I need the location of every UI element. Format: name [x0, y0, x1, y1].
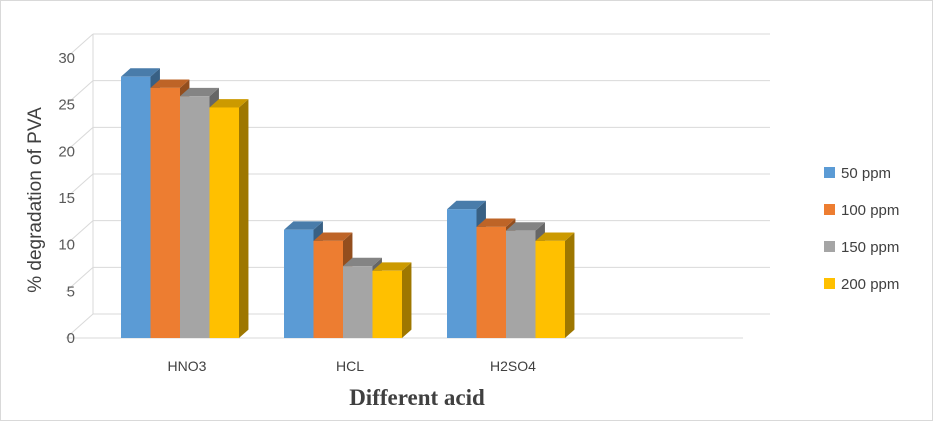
- bar-top-face: [447, 200, 486, 210]
- bar-front-face: [343, 266, 373, 338]
- legend-swatch: [824, 167, 835, 178]
- bar-front-face: [447, 209, 477, 338]
- y-axis-ticks: 0 5 10 15 20 25 30: [58, 50, 75, 347]
- y-tick-label: 15: [58, 190, 75, 207]
- bar-front-face: [180, 96, 210, 339]
- legend-label: 100 ppm: [841, 202, 899, 219]
- bar-front-face: [284, 229, 314, 338]
- bar-top-face: [121, 68, 160, 77]
- legend-swatch: [824, 204, 835, 215]
- side-wall-gridline: [65, 313, 94, 339]
- bar-top-face: [313, 232, 353, 241]
- side-wall-gridline: [65, 80, 94, 106]
- legend: 50 ppm 100 ppm 150 ppm 200 ppm: [824, 165, 899, 293]
- bar-front-face: [506, 230, 536, 338]
- bar-side-face: [239, 99, 249, 338]
- legend-item: 100 ppm: [824, 202, 899, 219]
- side-wall-gridline: [65, 126, 94, 152]
- bar-top-face: [150, 79, 190, 88]
- bar-front-face: [313, 240, 343, 338]
- bar-front-face: [121, 76, 151, 339]
- bar: [535, 232, 575, 338]
- y-axis-label: % degradation of PVA: [25, 107, 46, 293]
- y-tick-label: 20: [58, 143, 75, 160]
- legend-label: 50 ppm: [841, 165, 891, 182]
- legend-label: 150 ppm: [841, 239, 899, 256]
- bar-front-face: [150, 87, 180, 338]
- bar-top-face: [180, 87, 219, 97]
- x-category-label: H2SO4: [490, 358, 536, 374]
- bar-top-face: [284, 221, 323, 230]
- y-tick-label: 0: [67, 330, 75, 347]
- y-tick-label: 25: [58, 97, 75, 114]
- bar-side-face: [565, 232, 575, 338]
- legend-item: 50 ppm: [824, 165, 891, 182]
- bar-side-face: [402, 262, 412, 338]
- legend-label: 200 ppm: [841, 276, 899, 293]
- side-wall-gridline: [65, 173, 94, 199]
- bar-front-face: [372, 270, 402, 338]
- side-wall-gridline: [65, 220, 94, 246]
- bar-top-face: [535, 232, 575, 241]
- bar-top-face: [506, 222, 545, 231]
- bar-front-face: [476, 226, 506, 338]
- bar-top-face: [343, 257, 382, 267]
- side-wall-gridline: [65, 266, 94, 292]
- side-wall-gridline: [65, 33, 94, 59]
- x-axis-categories: HNO3 HCL H2SO4: [168, 358, 537, 374]
- x-category-label: HNO3: [168, 358, 207, 374]
- x-category-label: HCL: [336, 358, 364, 374]
- legend-swatch: [824, 278, 835, 289]
- bar-top-face: [209, 99, 249, 108]
- y-tick-label: 30: [58, 50, 75, 67]
- bars: [121, 68, 575, 339]
- bar-front-face: [209, 107, 239, 338]
- bar-top-face: [372, 262, 412, 271]
- legend-swatch: [824, 241, 835, 252]
- x-axis-label: Different acid: [349, 385, 485, 410]
- bar: [372, 262, 412, 338]
- bar: [209, 99, 249, 338]
- bar-top-face: [476, 218, 516, 227]
- legend-item: 150 ppm: [824, 239, 899, 256]
- y-tick-label: 10: [58, 237, 75, 254]
- y-tick-label: 5: [67, 283, 75, 300]
- legend-item: 200 ppm: [824, 276, 899, 293]
- bar-front-face: [535, 240, 565, 338]
